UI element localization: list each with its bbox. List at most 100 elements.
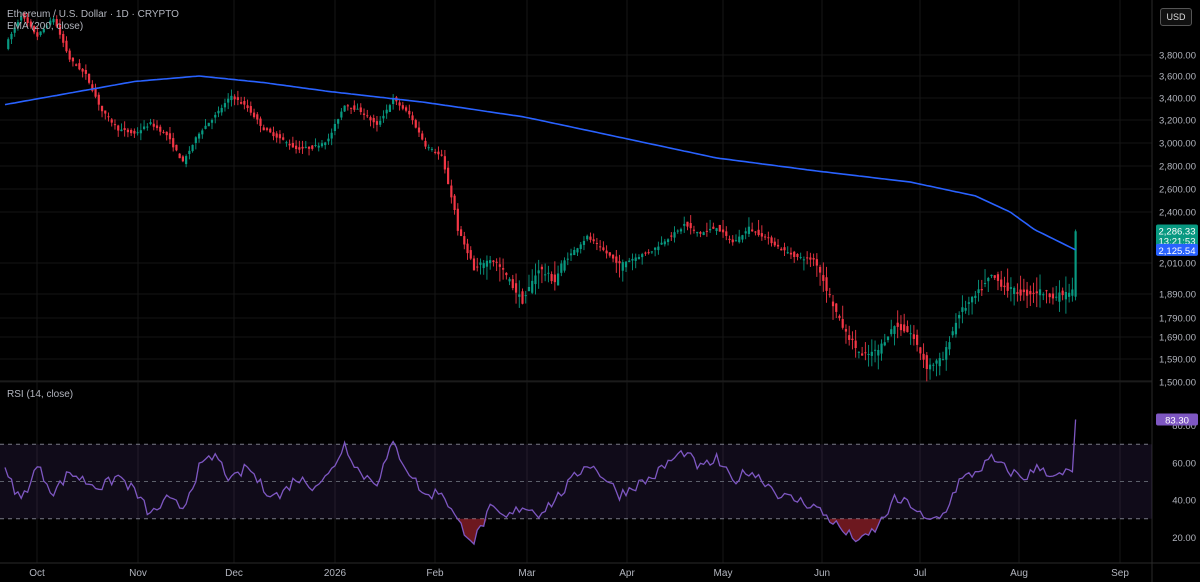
candle-body[interactable] bbox=[453, 195, 456, 211]
candle-body[interactable] bbox=[789, 252, 793, 255]
candle-body[interactable] bbox=[705, 230, 708, 232]
candle-body[interactable] bbox=[36, 32, 39, 37]
candle-body[interactable] bbox=[731, 239, 734, 243]
candle-body[interactable] bbox=[7, 39, 10, 49]
candle-body[interactable] bbox=[556, 273, 560, 286]
candle-body[interactable] bbox=[783, 247, 786, 251]
candle-body[interactable] bbox=[175, 144, 178, 151]
ema-legend[interactable]: EMA (200, close) bbox=[7, 21, 84, 32]
candle-body[interactable] bbox=[392, 98, 395, 104]
candle-body[interactable] bbox=[152, 123, 155, 127]
candle-body[interactable] bbox=[903, 324, 906, 332]
candle-body[interactable] bbox=[579, 244, 582, 250]
candle-body[interactable] bbox=[49, 20, 52, 25]
candle-body[interactable] bbox=[977, 289, 980, 294]
rsi-axis-labels[interactable]: 80.00 60.00 40.00 20.00 bbox=[1172, 421, 1196, 544]
candle-body[interactable] bbox=[974, 295, 977, 298]
candle-body[interactable] bbox=[925, 355, 928, 370]
candle-body[interactable] bbox=[563, 260, 566, 271]
candle-body[interactable] bbox=[728, 238, 731, 240]
candle-body[interactable] bbox=[812, 257, 815, 260]
candle-body[interactable] bbox=[841, 319, 844, 328]
candle-body[interactable] bbox=[573, 249, 576, 256]
candle-body[interactable] bbox=[123, 128, 126, 131]
price-axis-labels[interactable]: 3,800.00 3,600.00 3,400.00 3,200.00 3,000.00… bbox=[1159, 51, 1196, 389]
candle-body[interactable] bbox=[398, 102, 401, 106]
candle-body[interactable] bbox=[1071, 289, 1074, 296]
candle-body[interactable] bbox=[204, 125, 207, 129]
candle-body[interactable] bbox=[220, 107, 223, 113]
candle-body[interactable] bbox=[540, 266, 544, 270]
candle-body[interactable] bbox=[676, 230, 679, 232]
candle-body[interactable] bbox=[359, 107, 362, 113]
candle-body[interactable] bbox=[1051, 293, 1055, 299]
candle-body[interactable] bbox=[909, 333, 912, 335]
candle-body[interactable] bbox=[230, 95, 233, 101]
candle-body[interactable] bbox=[757, 229, 760, 236]
candle-body[interactable] bbox=[375, 121, 379, 125]
candle-body[interactable] bbox=[511, 279, 514, 289]
candle-body[interactable] bbox=[524, 295, 527, 297]
candle-body[interactable] bbox=[654, 247, 657, 250]
candle-body[interactable] bbox=[311, 145, 314, 149]
candle-body[interactable] bbox=[928, 364, 932, 370]
candle-body[interactable] bbox=[815, 259, 818, 266]
candle-body[interactable] bbox=[172, 138, 175, 148]
candle-body[interactable] bbox=[343, 105, 346, 112]
candle-body[interactable] bbox=[1048, 293, 1051, 298]
candle-body[interactable] bbox=[130, 129, 133, 134]
candle-body[interactable] bbox=[1058, 292, 1061, 302]
candle-body[interactable] bbox=[485, 260, 489, 267]
candle-body[interactable] bbox=[932, 364, 935, 366]
candle-body[interactable] bbox=[1029, 291, 1032, 295]
candle-body[interactable] bbox=[356, 108, 359, 110]
candle-body[interactable] bbox=[980, 289, 983, 291]
candle-body[interactable] bbox=[679, 229, 683, 232]
time-axis-labels[interactable]: Oct Nov Dec 2026 Feb Mar Apr May Jun Jul Aug Sep bbox=[29, 568, 1129, 579]
candle-body[interactable] bbox=[472, 258, 476, 271]
candle-body[interactable] bbox=[806, 257, 809, 259]
candle-body[interactable] bbox=[744, 231, 747, 234]
candle-body[interactable] bbox=[401, 105, 404, 109]
candle-body[interactable] bbox=[670, 235, 673, 237]
candle-body[interactable] bbox=[369, 117, 372, 121]
rsi-line[interactable] bbox=[4, 419, 1077, 546]
candle-body[interactable] bbox=[282, 137, 285, 140]
candle-body[interactable] bbox=[13, 27, 16, 33]
candle-body[interactable] bbox=[741, 235, 744, 240]
candle-body[interactable] bbox=[20, 16, 23, 21]
candle-body[interactable] bbox=[531, 280, 534, 293]
candle-body[interactable] bbox=[443, 156, 446, 170]
candle-body[interactable] bbox=[1032, 292, 1035, 294]
candle-body[interactable] bbox=[159, 126, 162, 132]
candle-body[interactable] bbox=[117, 125, 120, 131]
candle-body[interactable] bbox=[259, 118, 262, 126]
candle-body[interactable] bbox=[592, 239, 595, 242]
candle-body[interactable] bbox=[818, 266, 822, 273]
candle-body[interactable] bbox=[873, 349, 877, 351]
candle-body[interactable] bbox=[502, 268, 505, 270]
candle-body[interactable] bbox=[715, 228, 718, 232]
candle-body[interactable] bbox=[492, 260, 495, 263]
candle-body[interactable] bbox=[207, 122, 210, 127]
candle-body[interactable] bbox=[456, 208, 459, 231]
candle-body[interactable] bbox=[605, 250, 608, 254]
candle-body[interactable] bbox=[39, 31, 42, 36]
candle-body[interactable] bbox=[844, 329, 848, 332]
candle-body[interactable] bbox=[621, 262, 624, 271]
candle-body[interactable] bbox=[644, 252, 647, 254]
candle-body[interactable] bbox=[233, 96, 236, 100]
candle-body[interactable] bbox=[75, 64, 78, 66]
candle-body[interactable] bbox=[825, 277, 828, 291]
candle-body[interactable] bbox=[243, 101, 246, 105]
candle-body[interactable] bbox=[155, 125, 159, 129]
candle-body[interactable] bbox=[877, 349, 880, 356]
candle-body[interactable] bbox=[1025, 289, 1029, 296]
candle-body[interactable] bbox=[447, 167, 450, 185]
candle-body[interactable] bbox=[252, 112, 256, 118]
candle-body[interactable] bbox=[948, 342, 951, 350]
candle-body[interactable] bbox=[763, 236, 767, 238]
candle-body[interactable] bbox=[586, 235, 589, 240]
candle-body[interactable] bbox=[954, 322, 958, 335]
